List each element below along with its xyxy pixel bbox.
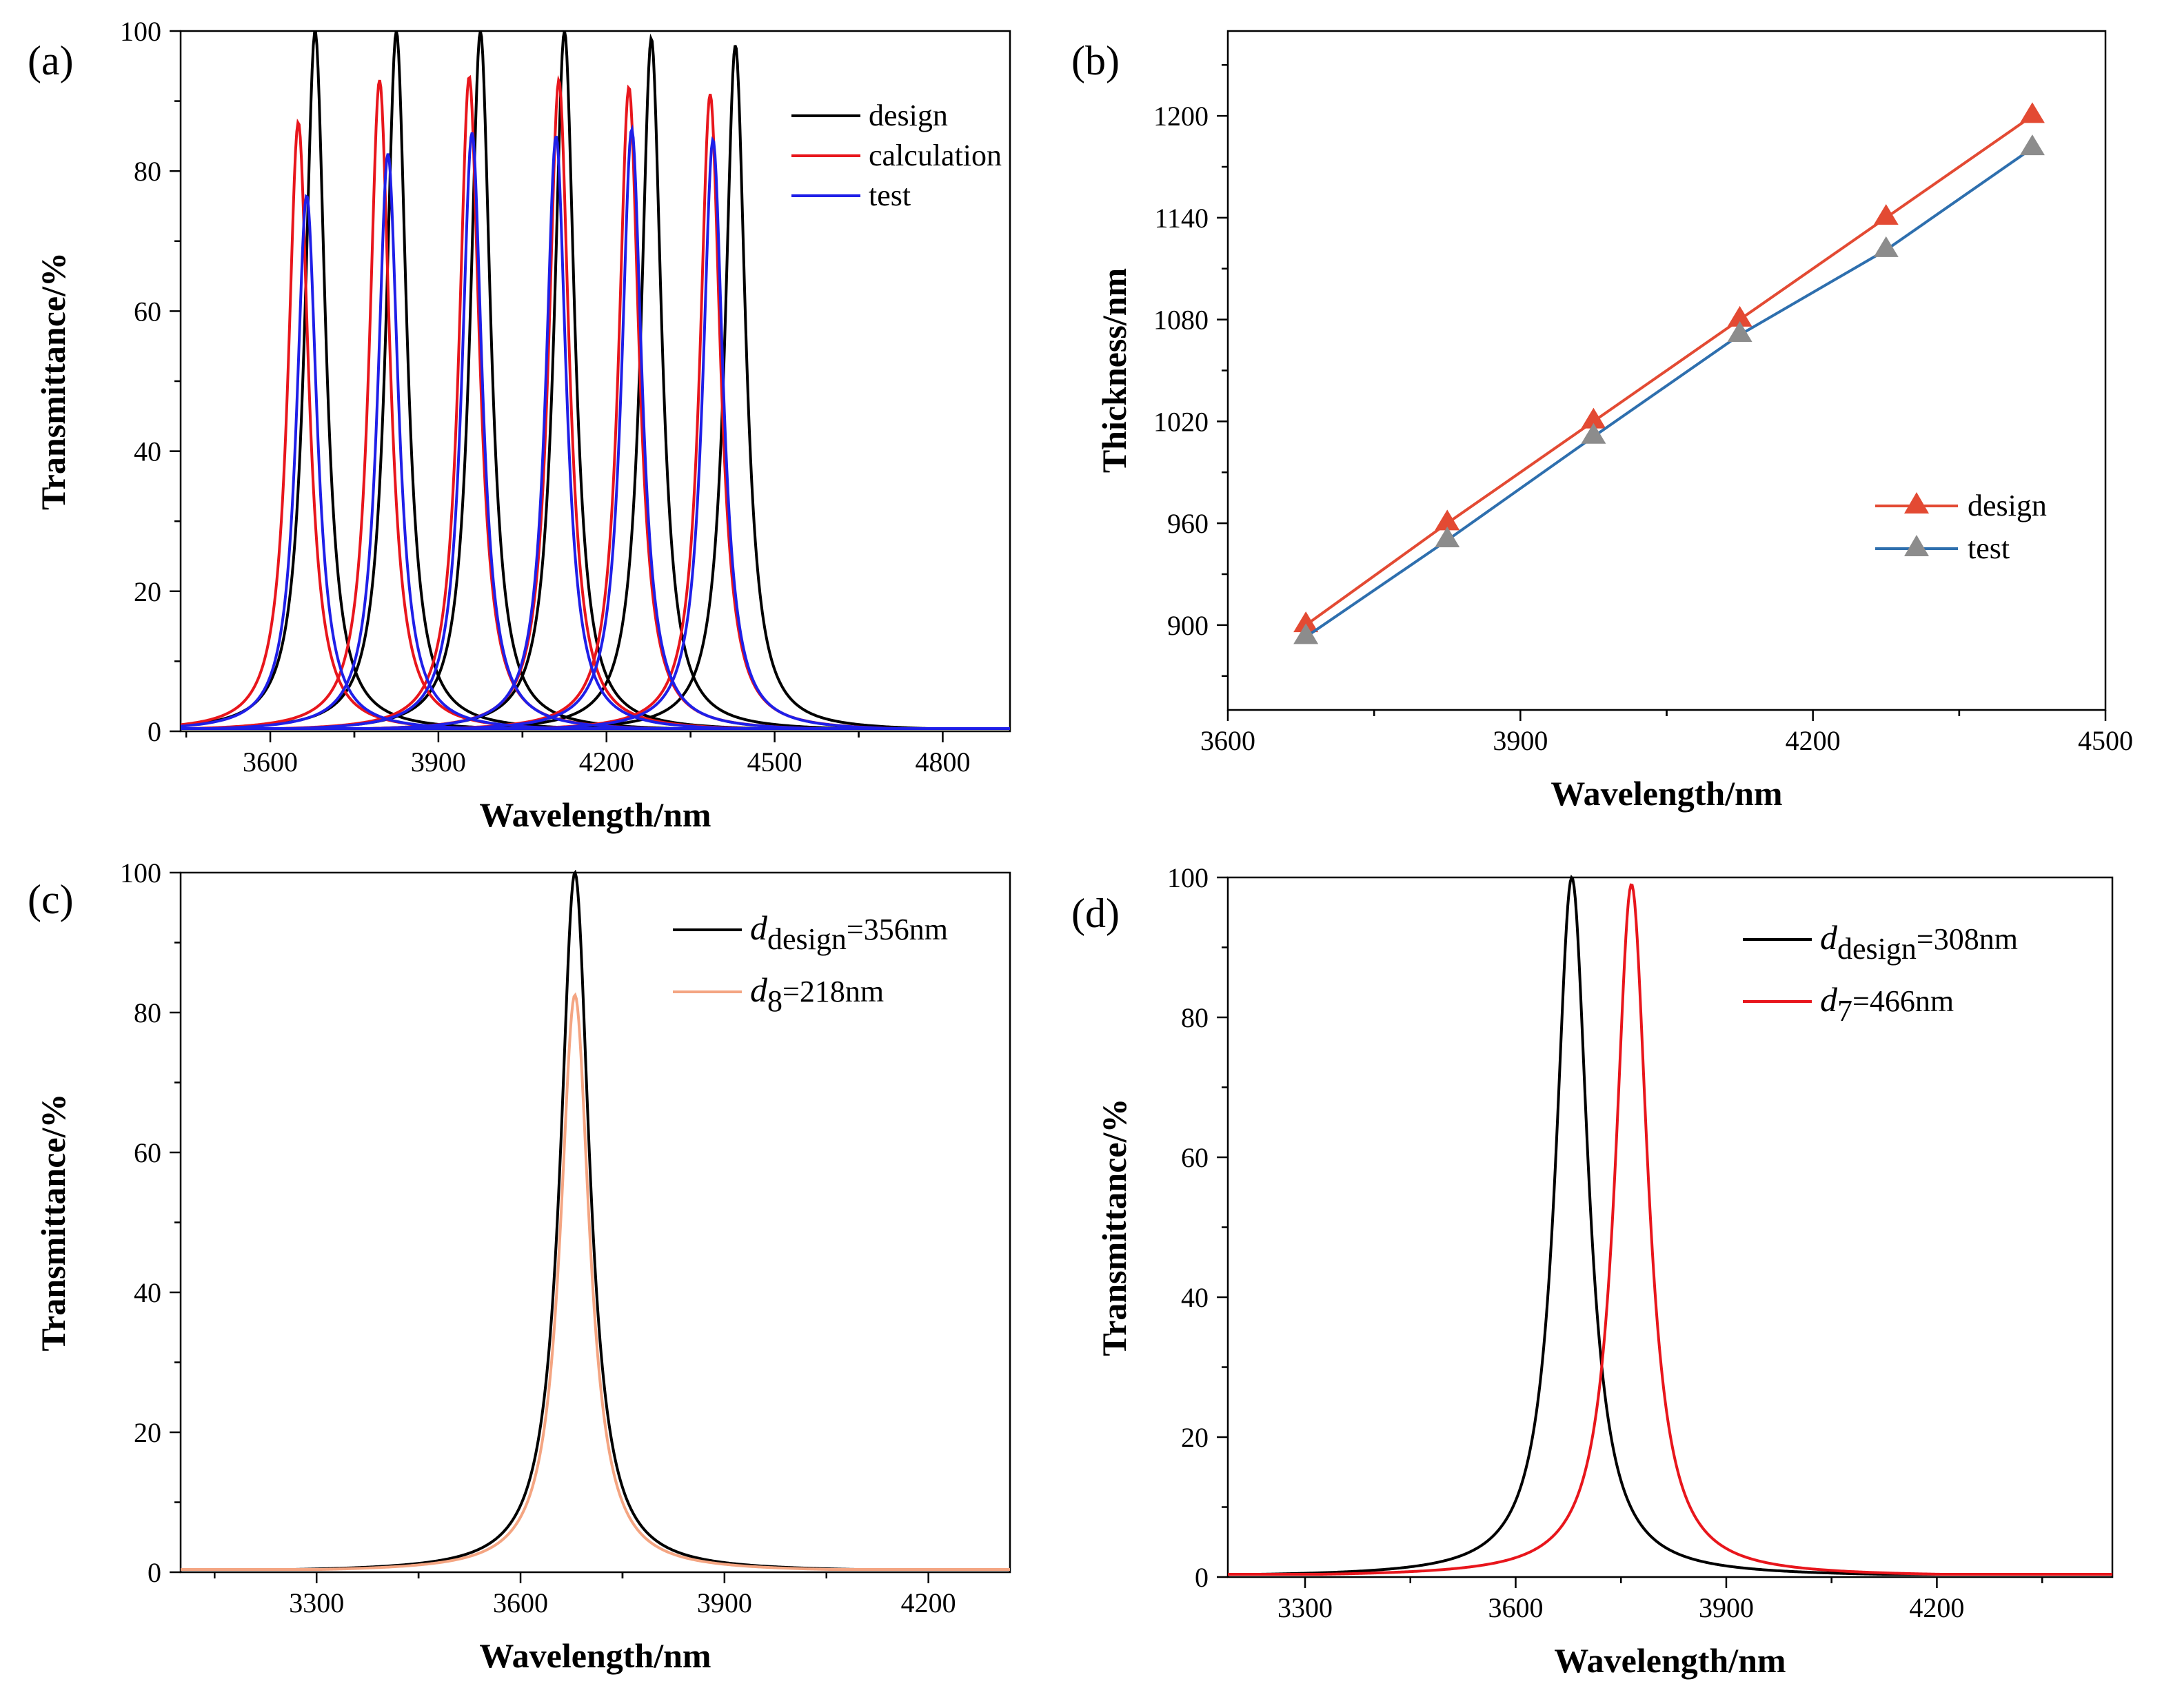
y-tick-label: 20 [134, 1417, 161, 1448]
y-tick-label: 0 [148, 1557, 161, 1588]
x-tick-label: 4500 [747, 746, 802, 777]
plot-frame-d [1226, 876, 2114, 1578]
y-tick-label: 60 [134, 1137, 161, 1168]
y-tick-label: 0 [148, 716, 161, 747]
y-axis-label: Transmittance/% [1095, 1098, 1133, 1356]
series-peak-d-1-0 [1228, 883, 2112, 1576]
legend-entry: test [1968, 531, 2010, 565]
x-tick-label: 4200 [901, 1587, 956, 1618]
legend-entry: calculation [869, 139, 1002, 172]
y-axis-label: Thickness/nm [1095, 268, 1133, 473]
x-tick-label: 4500 [2078, 725, 2133, 756]
y-tick-label: 100 [1167, 862, 1209, 893]
y-tick-label: 80 [1181, 1002, 1209, 1033]
x-tick-label: 3900 [1699, 1592, 1754, 1623]
panel-label: (b) [1071, 38, 1120, 83]
x-axis-label: Wavelength/nm [479, 795, 711, 834]
y-tick-label: 1080 [1153, 305, 1209, 336]
x-tick-label: 4800 [915, 746, 970, 777]
series-peak-c-1-0 [181, 992, 1010, 1571]
x-axis-label: Wavelength/nm [1550, 774, 1782, 813]
y-tick-label: 900 [1167, 610, 1209, 641]
data-point-b-1-5 [2019, 134, 2045, 156]
x-tick-label: 4200 [1909, 1592, 1964, 1623]
series-line-b-1 [1305, 147, 2034, 638]
legend-entry: d8=218nm [750, 970, 884, 1018]
data-point-b-1-1 [1435, 526, 1460, 547]
legend-marker [1904, 535, 1929, 556]
x-tick-label: 4200 [579, 746, 634, 777]
data-point-b-1-4 [1873, 236, 1899, 257]
chart-panel-b: 3600 3900 4200 4500 900 960 1020 1080 1140 1200 Wa… [1071, 30, 2133, 813]
series-peak-a-0-0 [181, 30, 1010, 730]
x-tick-label: 4200 [1786, 725, 1841, 756]
y-tick-label: 20 [134, 576, 161, 607]
legend-entry: d7=466nm [1820, 980, 1954, 1028]
series-line-b-0 [1304, 114, 2034, 627]
x-tick-label: 3600 [1200, 725, 1255, 756]
series-peak-a-0-1 [181, 30, 1010, 730]
y-axis-label: Transmittance/% [34, 252, 72, 510]
series-peak-a-0-2 [181, 30, 1010, 730]
x-axis-label: Wavelength/nm [1554, 1641, 1786, 1680]
series-peak-d-0-0 [1228, 875, 2112, 1576]
y-tick-label: 40 [1181, 1282, 1209, 1313]
y-tick-label: 80 [134, 156, 161, 187]
chart-panel-a: 3600 3900 4200 4500 4800 0 20 40 60 80 100 Waveleng… [28, 16, 1011, 834]
legend-marker [1904, 492, 1929, 514]
x-axis-label: Wavelength/nm [479, 1636, 711, 1675]
legend-entry: design [869, 99, 948, 132]
chart-panel-c: 3300 3600 3900 4200 0 20 40 60 80 100 Wavelength/n… [28, 857, 1011, 1675]
x-tick-label: 3300 [1277, 1592, 1333, 1623]
x-tick-label: 3900 [1493, 725, 1548, 756]
y-tick-label: 1200 [1153, 101, 1209, 132]
series-peak-a-2-5 [181, 136, 1010, 730]
y-tick-label: 1140 [1154, 203, 1209, 234]
legend-entry: design [1968, 489, 2047, 522]
y-tick-label: 80 [134, 997, 161, 1028]
data-point-b-0-3 [1727, 305, 1752, 327]
data-point-b-0-5 [2019, 102, 2045, 123]
legend-entry: ddesign=356nm [750, 908, 948, 956]
series-peak-c-0-0 [181, 870, 1010, 1571]
data-point-b-1-3 [1727, 321, 1752, 342]
x-tick-label: 3600 [243, 746, 298, 777]
x-tick-label: 3600 [1488, 1592, 1543, 1623]
x-tick-label: 3300 [289, 1587, 344, 1618]
data-point-b-1-0 [1293, 623, 1319, 644]
y-tick-label: 100 [120, 16, 161, 47]
y-axis-label: Transmittance/% [34, 1093, 72, 1351]
plot-frame-a [179, 30, 1011, 733]
y-tick-label: 0 [1195, 1562, 1209, 1593]
y-tick-label: 1020 [1153, 406, 1209, 437]
y-tick-label: 60 [134, 296, 161, 327]
legend-entry: ddesign=308nm [1820, 918, 2018, 966]
y-tick-label: 40 [134, 1277, 161, 1308]
chart-panel-d: 3300 3600 3900 4200 0 20 40 60 80 100 Wavelength/n… [1071, 862, 2114, 1680]
y-tick-label: 60 [1181, 1142, 1209, 1173]
y-tick-label: 960 [1167, 508, 1209, 539]
panel-label: (d) [1071, 891, 1120, 936]
data-point-b-0-4 [1873, 204, 1899, 225]
y-tick-label: 100 [120, 857, 161, 888]
y-tick-label: 20 [1181, 1422, 1209, 1453]
legend-entry: test [869, 179, 911, 212]
data-point-b-0-2 [1581, 407, 1606, 429]
x-tick-label: 3600 [493, 1587, 548, 1618]
data-point-b-1-2 [1581, 423, 1606, 444]
x-tick-label: 3900 [697, 1587, 752, 1618]
data-point-b-0-1 [1435, 509, 1460, 531]
series-peak-a-0-3 [181, 30, 1010, 730]
y-tick-label: 40 [134, 436, 161, 467]
data-point-b-0-0 [1293, 611, 1319, 633]
plot-frame-c [179, 871, 1011, 1574]
panel-label: (a) [28, 38, 74, 83]
x-tick-label: 3900 [411, 746, 466, 777]
panel-label: (c) [28, 877, 74, 922]
